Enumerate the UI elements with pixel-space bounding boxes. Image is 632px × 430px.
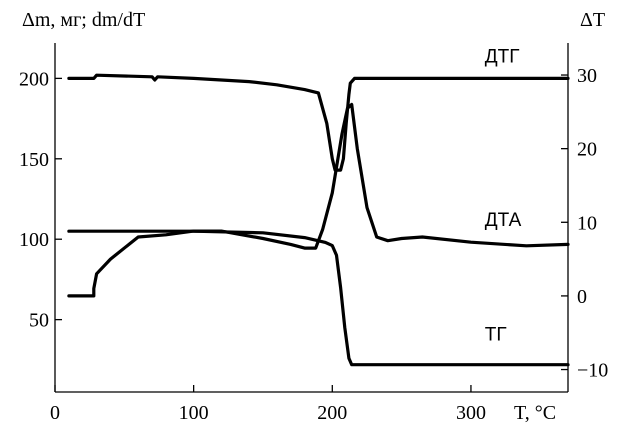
left-axis-title: Δm, мг; dm/dT xyxy=(22,9,145,31)
right-tick-label: 10 xyxy=(577,212,597,234)
x-tick-label: 100 xyxy=(179,402,209,424)
series-label-1: ДТА xyxy=(485,210,522,231)
series-label-2: ТГ xyxy=(485,325,507,346)
left-tick-label: 100 xyxy=(19,229,49,251)
x-axis-title: T, °C xyxy=(514,402,556,424)
x-tick-label: 0 xyxy=(50,402,60,424)
ticks: 0 100 200 300 50 100 150 200 −10 0 10 20 30 xyxy=(19,65,608,424)
x-tick-label: 200 xyxy=(317,402,347,424)
right-tick-label: 20 xyxy=(577,139,597,161)
left-tick-label: 50 xyxy=(29,310,49,332)
x-tick-label: 300 xyxy=(456,402,486,424)
right-tick-label: 0 xyxy=(577,286,587,308)
series-line-2 xyxy=(67,229,570,367)
right-axis-title: ΔT xyxy=(580,9,605,31)
series-labels: ДТГ ДТА ТГ xyxy=(485,46,522,345)
axes xyxy=(54,43,569,393)
left-tick-label: 150 xyxy=(19,149,49,171)
left-tick-label: 200 xyxy=(19,68,49,90)
series xyxy=(67,73,570,367)
right-tick-label: 30 xyxy=(577,65,597,87)
right-tick-label: −10 xyxy=(577,360,608,382)
series-label-0: ДТГ xyxy=(485,46,520,67)
series-line-0 xyxy=(67,73,570,172)
series-line-1 xyxy=(67,102,570,298)
